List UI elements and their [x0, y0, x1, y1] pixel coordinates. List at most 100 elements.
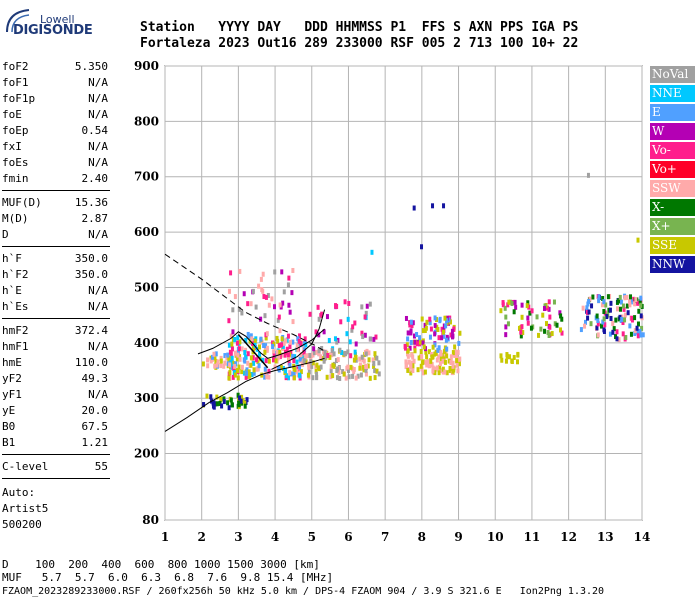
echo-point: [341, 369, 345, 375]
echo-point: [237, 346, 241, 352]
echo-point: [230, 402, 234, 408]
param-name: fxI: [2, 140, 22, 153]
echo-point: [428, 320, 432, 326]
echo-point: [413, 345, 417, 351]
param-name: foE: [2, 108, 22, 121]
echo-point: [249, 355, 253, 361]
echo-point: [354, 354, 358, 360]
param-row: h`F 350.0: [2, 252, 108, 266]
x-tick-label: 3: [234, 530, 242, 544]
echo-point: [244, 374, 248, 380]
echo-point: [362, 367, 366, 373]
param-row: yE 20.0: [2, 404, 108, 418]
echo-point: [373, 368, 377, 374]
echo-point: [525, 303, 529, 309]
echo-point: [519, 333, 523, 339]
echo-point: [304, 359, 308, 365]
echo-point: [330, 347, 334, 353]
echo-point: [587, 299, 591, 305]
param-row: h`Es N/A: [2, 300, 108, 314]
echo-point: [435, 365, 439, 371]
echo-point: [314, 368, 318, 374]
param-value: 55: [94, 460, 108, 473]
echo-point: [287, 356, 291, 362]
echo-point: [527, 304, 531, 310]
param-name: B1: [2, 436, 16, 449]
echo-point: [298, 333, 302, 339]
echo-point: [220, 403, 224, 409]
echo-point: [448, 319, 452, 325]
echo-point: [621, 303, 625, 309]
echo-point: [257, 363, 261, 369]
echo-point: [424, 349, 428, 355]
echo-point: [201, 361, 205, 367]
echo-point: [215, 362, 219, 368]
echo-point: [553, 321, 557, 327]
echo-point: [360, 354, 364, 360]
echo-point: [373, 351, 377, 357]
echo-point: [267, 358, 271, 364]
echo-point: [445, 318, 449, 324]
echo-point: [365, 348, 369, 354]
echo-point: [412, 358, 416, 364]
echo-point: [623, 295, 627, 301]
echo-point: [348, 339, 352, 345]
echo-point: [526, 315, 530, 321]
echo-point: [560, 330, 564, 336]
echo-point: [445, 346, 449, 352]
echo-point: [360, 304, 364, 310]
autoscaling-label: Auto:: [2, 486, 36, 499]
echo-point: [252, 345, 256, 351]
echo-point: [252, 360, 256, 366]
echo-point: [245, 371, 249, 377]
echo-point: [597, 298, 601, 304]
echo-point: [329, 368, 333, 374]
echo-point: [288, 370, 292, 376]
echo-point: [317, 332, 321, 338]
echo-point: [237, 400, 241, 406]
param-row: hmF1 N/A: [2, 340, 108, 354]
echo-point: [504, 358, 508, 364]
echo-point: [615, 329, 619, 335]
echo-point: [633, 301, 637, 307]
divider: [2, 454, 110, 455]
echo-point: [227, 405, 231, 411]
echo-point: [285, 337, 289, 343]
echo-point: [620, 316, 624, 322]
echo-point: [634, 297, 638, 303]
echo-point: [431, 365, 435, 371]
echo-point: [336, 357, 340, 363]
echo-point: [617, 337, 621, 343]
echo-point: [537, 332, 541, 338]
echo-point: [439, 351, 443, 357]
echo-point: [418, 335, 422, 341]
echo-point: [621, 331, 625, 337]
echo-point: [272, 349, 276, 355]
echo-point: [404, 359, 408, 365]
echo-point: [276, 355, 280, 361]
y-tick-label: 800: [134, 114, 159, 128]
echo-point: [635, 325, 639, 331]
param-name: yE: [2, 404, 16, 417]
echo-point: [231, 360, 235, 366]
echo-point: [415, 341, 419, 347]
echo-point: [437, 345, 441, 351]
echo-point: [290, 290, 294, 296]
legend-item-noval: NoVal: [650, 66, 695, 83]
echo-point: [559, 313, 563, 319]
echo-point: [228, 349, 232, 355]
echo-point: [421, 359, 425, 365]
echo-point: [233, 372, 237, 378]
echo-point: [270, 296, 274, 302]
param-value: N/A: [88, 76, 108, 89]
param-row: h`E N/A: [2, 284, 108, 298]
logo-lowell: Lowell: [40, 13, 75, 26]
echo-point: [230, 346, 234, 352]
echo-point: [639, 313, 643, 319]
echo-point: [375, 355, 379, 361]
echo-point: [608, 307, 612, 313]
legend-item-vo-plus: Vo+: [650, 161, 695, 178]
echo-point: [528, 310, 532, 316]
echo-point: [457, 361, 461, 367]
param-value: N/A: [88, 108, 108, 121]
